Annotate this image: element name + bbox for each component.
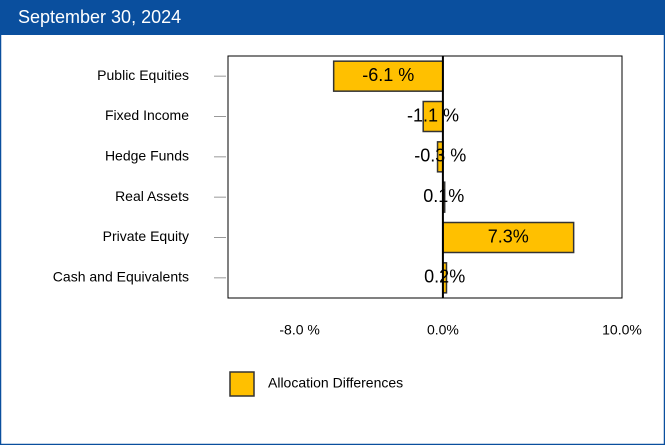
x-tick-label: 0.0% (427, 322, 459, 338)
y-tick-label: Private Equity (103, 228, 189, 244)
header-band (0, 0, 665, 35)
data-label: -6.1 % (362, 65, 414, 85)
y-tick-label: Public Equities (97, 67, 189, 83)
y-tick-label: Real Assets (115, 188, 189, 204)
data-label: -1.1 % (407, 105, 459, 125)
y-tick-label: Fixed Income (105, 107, 189, 123)
legend-label: Allocation Differences (268, 375, 403, 391)
x-tick-label: -8.0 % (279, 322, 319, 338)
header-title: September 30, 2024 (18, 7, 181, 27)
y-tick-label: Hedge Funds (105, 148, 189, 164)
x-tick-label: 10.0% (602, 322, 642, 338)
legend-swatch (229, 371, 255, 397)
data-label: -0.3 % (414, 146, 466, 166)
data-label: 0.2% (424, 267, 465, 287)
data-label: 7.3% (488, 226, 529, 246)
plot-frame (227, 55, 623, 299)
y-tick-label: Cash and Equivalents (53, 269, 189, 285)
